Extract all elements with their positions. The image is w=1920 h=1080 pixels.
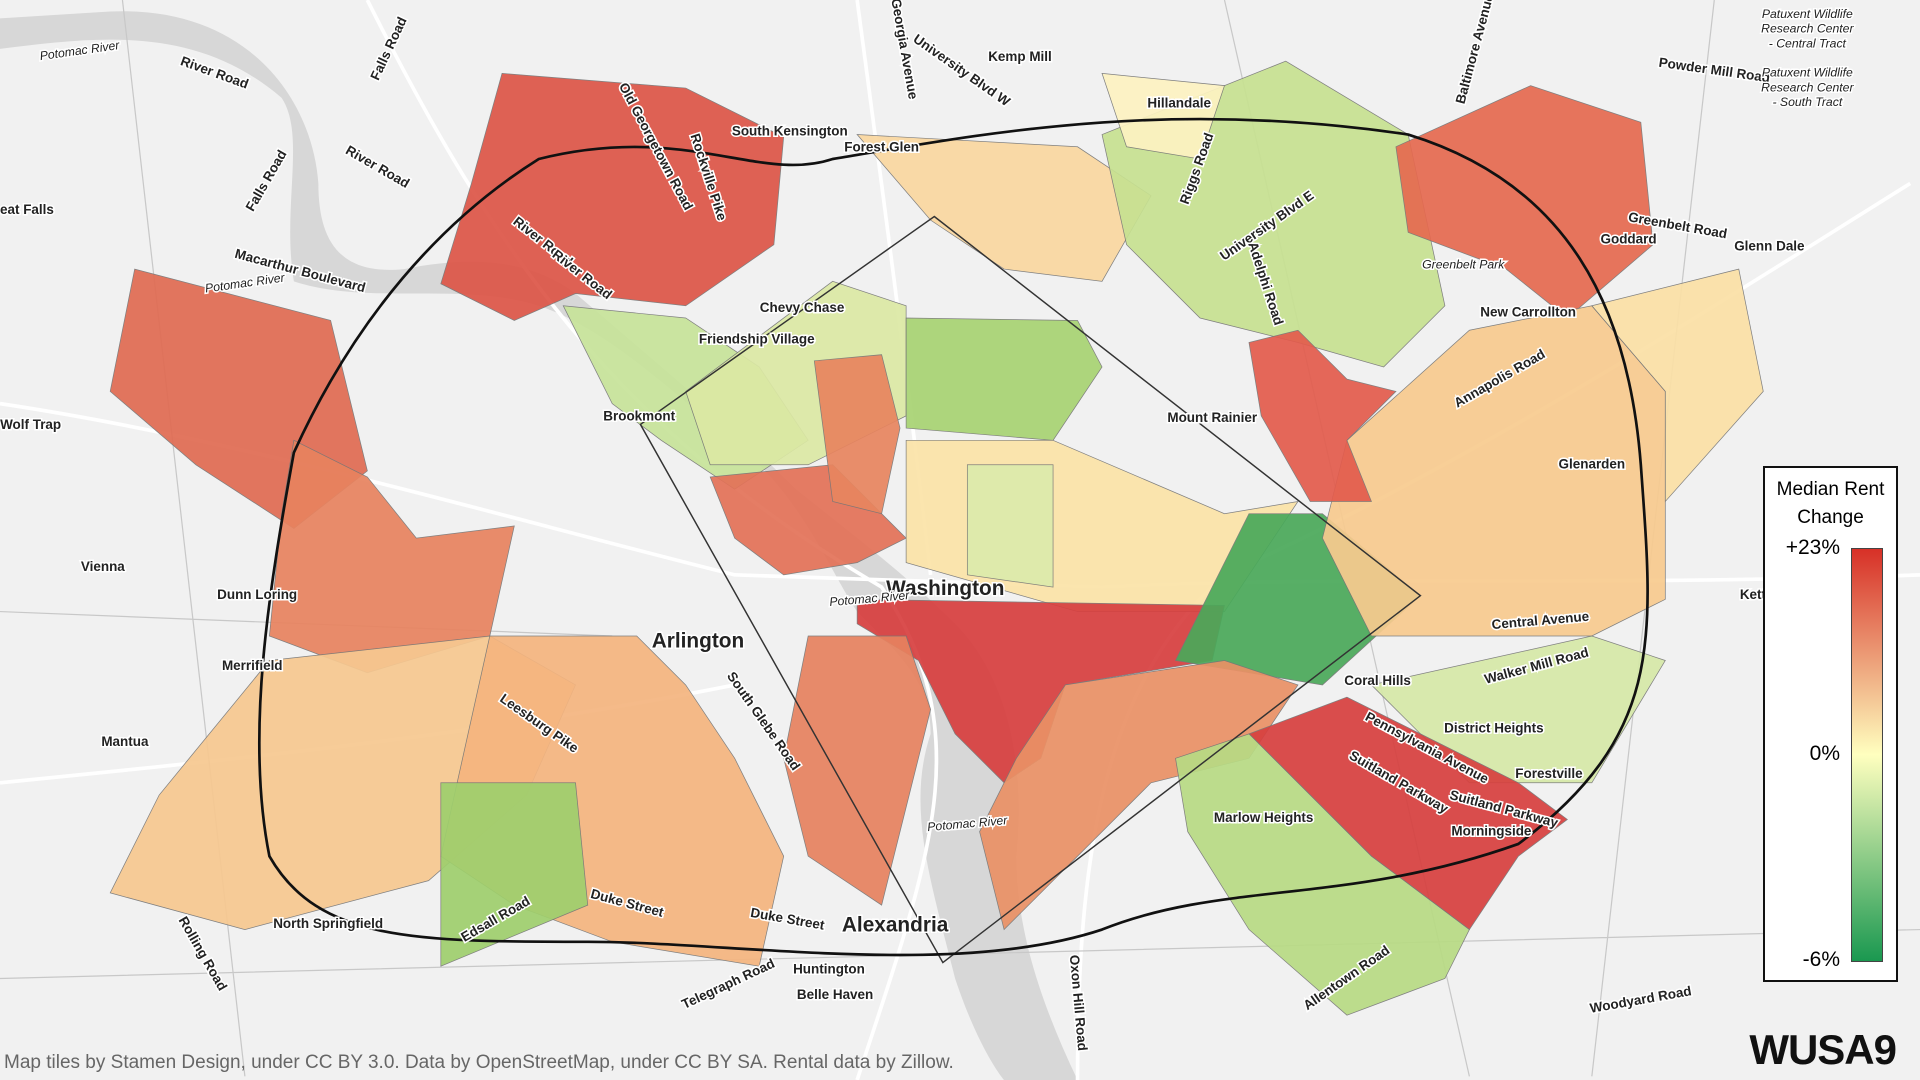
logo: WUSA9 — [1749, 1026, 1897, 1073]
place-label: Patuxent Wildlife — [1762, 7, 1853, 21]
region — [966, 464, 1054, 588]
place-label: Glenn Dale — [1734, 239, 1805, 254]
place-label: Mount Rainier — [1167, 410, 1258, 425]
place-label: Morningside — [1451, 823, 1532, 838]
place-label: District Heights — [1444, 721, 1543, 736]
region — [979, 660, 1299, 931]
place-label: Arlington — [652, 630, 744, 653]
place-label: Kemp Mill — [988, 49, 1052, 64]
place-label: Forest Glen — [844, 140, 919, 155]
place-label: Alexandria — [842, 913, 949, 936]
legend-tick-label: 0% — [1809, 742, 1840, 765]
place-label: Dunn Loring — [217, 587, 297, 602]
place-label: Marlow Heights — [1214, 810, 1313, 825]
place-label: eat Falls — [0, 202, 54, 217]
place-label: Coral Hills — [1344, 673, 1411, 688]
place-label: - Central Tract — [1769, 36, 1847, 50]
place-label: Friendship Village — [699, 332, 815, 347]
place-label: Vienna — [81, 559, 125, 574]
place-label: Forestville — [1515, 766, 1583, 781]
region — [856, 134, 1152, 282]
place-label: Greenbelt Park — [1422, 258, 1505, 272]
place-label: Patuxent Wildlife — [1762, 66, 1853, 80]
place-label: North Springfield — [273, 916, 383, 931]
region — [440, 782, 589, 967]
region — [1175, 733, 1470, 1016]
place-label: Research Center — [1761, 80, 1854, 94]
place-label: Goddard — [1601, 231, 1657, 246]
place-label: Mantua — [101, 734, 149, 749]
region — [440, 72, 785, 321]
region — [783, 635, 931, 906]
legend-gradient — [1851, 548, 1883, 962]
legend-tick-label: +23% — [1785, 536, 1840, 559]
region — [1591, 268, 1764, 503]
place-label: New Carrollton — [1480, 305, 1576, 320]
beltway — [257, 117, 1649, 957]
place-label: Chevy Chase — [760, 300, 845, 315]
place-label: Hillandale — [1147, 96, 1211, 111]
place-label: - South Tract — [1772, 95, 1842, 109]
region — [1322, 305, 1666, 637]
place-label: South Kensington — [732, 124, 848, 139]
attribution: Map tiles by Stamen Design, under CC BY … — [4, 1052, 954, 1073]
place-label: Wolf Trap — [0, 417, 61, 432]
region — [1248, 329, 1397, 502]
rent-regions — [109, 60, 1764, 1016]
legend-tick-label: -6% — [1802, 948, 1840, 971]
place-label: Belle Haven — [797, 987, 873, 1002]
place-label: Brookmont — [603, 409, 675, 424]
place-label: Merrifield — [222, 658, 283, 673]
place-label: Washington — [886, 577, 1004, 600]
place-label: Glenarden — [1559, 456, 1626, 471]
region — [1395, 85, 1654, 319]
region — [813, 354, 901, 515]
dc-boundary — [639, 215, 1422, 964]
region — [905, 317, 1103, 441]
place-label: Huntington — [793, 961, 865, 976]
legend-title: Median Rent Change — [1776, 479, 1885, 528]
place-label: Research Center — [1761, 22, 1854, 36]
legend: Median Rent Change +23% 0% -6% — [1763, 466, 1898, 982]
